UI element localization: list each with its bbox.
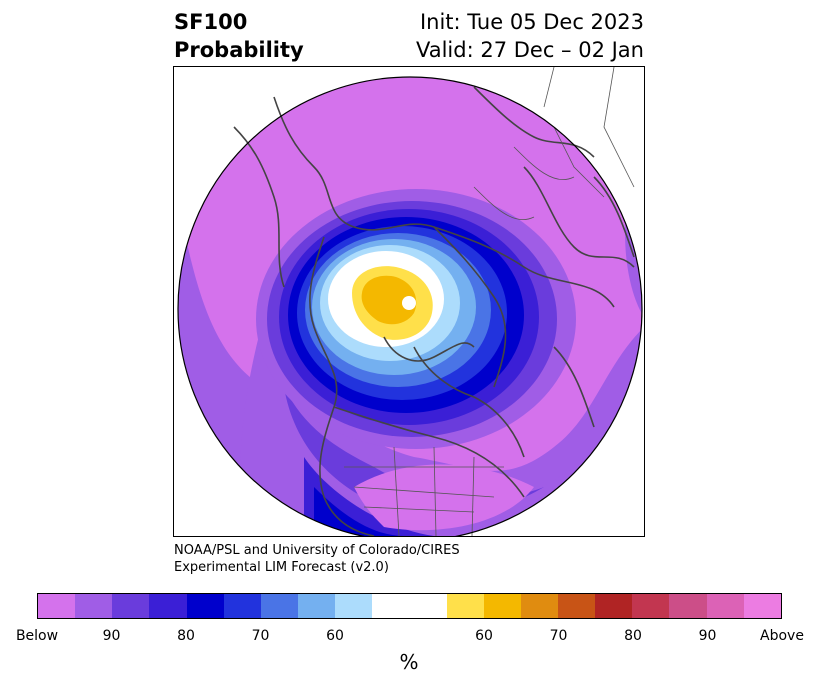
colorbar-segment — [520, 594, 558, 618]
colorbar-segment — [743, 594, 781, 618]
borders — [344, 67, 635, 536]
colorbar-segment — [38, 594, 76, 618]
colorbar-segment — [706, 594, 744, 618]
colorbar-segment — [632, 594, 670, 618]
colorbar-tick-label: 60 — [326, 628, 344, 644]
colorbar-segment — [149, 594, 187, 618]
above-70 — [361, 275, 417, 325]
credit-line-1: NOAA/PSL and University of Colorado/CIRE… — [174, 543, 460, 558]
colorbar-segment — [223, 594, 261, 618]
pole-hole — [402, 296, 416, 310]
map-title-right: Init: Tue 05 Dec 2023 Valid: 27 Dec – 02… — [416, 8, 644, 64]
us-above-lobe — [354, 464, 534, 531]
map-boundary — [177, 76, 643, 536]
variable-type: Probability — [174, 38, 304, 62]
colorbar-segment — [75, 594, 113, 618]
coastlines — [233, 86, 635, 536]
colorbar-segment — [260, 594, 298, 618]
polar-map-svg — [177, 67, 643, 536]
contour-60-below-southwest — [314, 487, 404, 536]
colorbar-segment — [372, 594, 447, 618]
colorbar-tick-label: 90 — [698, 628, 717, 644]
colorbar-segment — [669, 594, 707, 618]
colorbar-segment — [595, 594, 633, 618]
colorbar-tick-label: 80 — [624, 628, 642, 644]
colorbar-segment — [557, 594, 596, 618]
valid-range: Valid: 27 Dec – 02 Jan — [415, 38, 644, 62]
colorbar-segment — [446, 594, 484, 618]
colorbar-segment — [297, 594, 336, 618]
variable-name: SF100 — [174, 10, 248, 34]
colorbar-tick-label: 70 — [549, 628, 568, 644]
polar-map — [173, 66, 645, 537]
colorbar-tick-label: 90 — [102, 628, 121, 644]
colorbar-tick-label: Above — [760, 628, 804, 644]
map-title-left: SF100 Probability — [174, 8, 304, 64]
init-date: Init: Tue 05 Dec 2023 — [419, 10, 644, 34]
colorbar-tick-label: 60 — [475, 628, 493, 644]
colorbar-tick-label: 80 — [177, 628, 195, 644]
colorbar-unit-label: % — [399, 650, 419, 674]
colorbar-segment — [186, 594, 224, 618]
contour-80-below-trough — [284, 387, 544, 516]
colorbar-segment — [112, 594, 150, 618]
credit-text: NOAA/PSL and University of Colorado/CIRE… — [174, 542, 460, 576]
colorbar — [37, 593, 782, 619]
colorbar-segment — [483, 594, 521, 618]
colorbar-segment — [335, 594, 373, 618]
colorbar-tick-label: Below — [15, 628, 59, 644]
colorbar-tick-label: 70 — [251, 628, 270, 644]
credit-line-2: Experimental LIM Forecast (v2.0) — [174, 560, 389, 575]
